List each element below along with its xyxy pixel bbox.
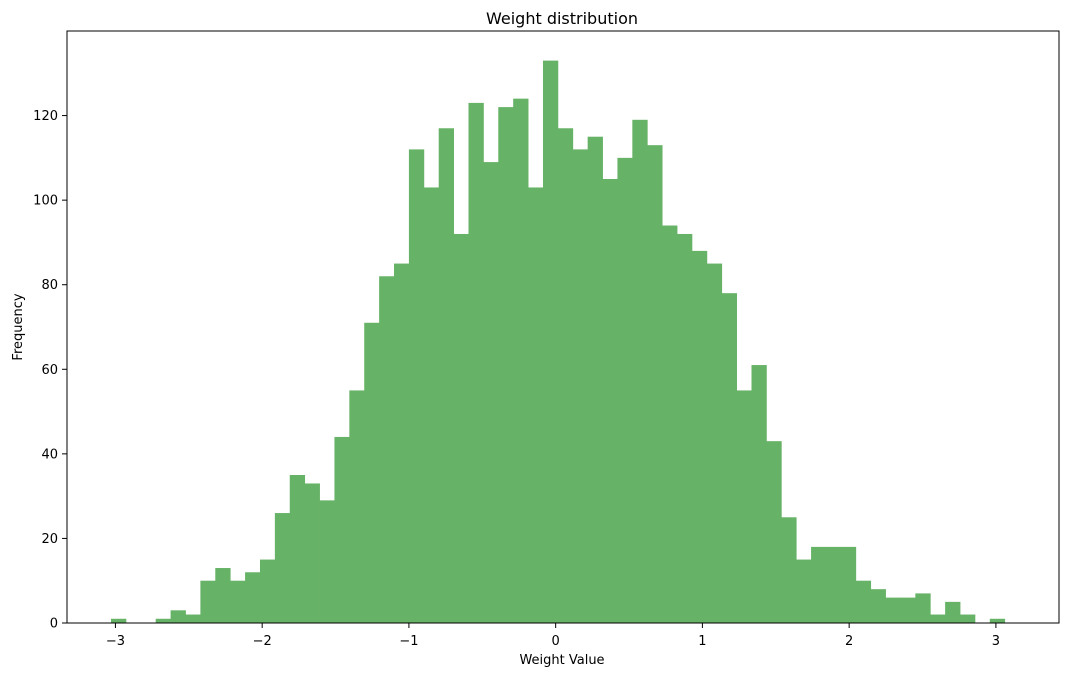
y-axis-label: Frequency <box>11 293 26 360</box>
histogram-bar <box>528 187 544 623</box>
histogram-bar <box>736 390 752 623</box>
histogram-bar <box>751 365 767 623</box>
histogram-bar <box>379 276 395 623</box>
histogram-bar <box>825 546 842 623</box>
histogram-bar <box>811 546 827 623</box>
histogram-bar <box>587 136 603 623</box>
histogram-bar <box>542 60 559 624</box>
histogram-bar <box>602 179 618 623</box>
histogram-bar <box>215 568 231 623</box>
x-tick-label: −3 <box>106 634 125 649</box>
histogram-bar <box>930 614 946 623</box>
histogram-bar <box>304 483 320 623</box>
histogram-bar <box>438 128 454 623</box>
histogram-bar <box>453 233 469 623</box>
x-tick-label: 0 <box>552 634 560 649</box>
histogram-bar <box>900 597 916 623</box>
histogram-bar <box>870 589 886 623</box>
histogram-bar <box>721 293 737 623</box>
histogram-bar <box>781 517 797 623</box>
histogram-bar <box>557 128 574 623</box>
histogram-bar <box>677 233 693 623</box>
y-axis: 0 20 40 60 80 100 120 <box>33 109 67 632</box>
histogram-bar <box>185 614 201 623</box>
histogram-bar <box>617 157 633 624</box>
histogram-bar <box>513 98 529 623</box>
histogram-bar <box>572 149 589 623</box>
histogram-bar <box>632 119 648 624</box>
histogram-bar <box>796 559 812 623</box>
histogram-bar <box>334 436 350 623</box>
chart-title: Weight distribution <box>486 9 638 28</box>
histogram-bar <box>706 263 723 623</box>
histogram-bar <box>289 475 306 623</box>
histogram-bar <box>855 580 872 623</box>
y-tick-label: 40 <box>41 447 58 462</box>
histogram-bar <box>915 593 931 623</box>
y-tick-label: 20 <box>41 532 58 547</box>
x-axis: −3 −2 −1 0 1 2 3 <box>106 623 1000 649</box>
histogram-bar <box>408 149 425 623</box>
histogram-bar <box>155 618 171 623</box>
x-tick-label: 1 <box>698 634 706 649</box>
histogram-bar <box>989 618 1006 623</box>
y-tick-label: 120 <box>33 109 58 124</box>
histogram-bar <box>468 102 484 623</box>
plot-frame <box>66 30 1060 624</box>
histogram-bar <box>498 107 514 624</box>
x-tick-label: 3 <box>992 634 1000 649</box>
y-tick-label: 0 <box>50 617 58 632</box>
histogram-bar <box>230 580 246 623</box>
histogram-bar <box>364 322 380 623</box>
x-tick-label: −2 <box>253 634 272 649</box>
histogram-bar <box>647 145 663 624</box>
y-tick-label: 60 <box>41 363 58 378</box>
histogram-bar <box>885 597 901 623</box>
y-tick-label: 100 <box>33 194 58 209</box>
histogram-bar <box>349 390 365 623</box>
histogram-bar <box>423 187 440 623</box>
histogram-bar <box>170 610 186 623</box>
histogram-bar <box>274 513 291 623</box>
histogram-bar <box>245 572 261 623</box>
histogram-bar <box>840 546 857 623</box>
histogram-bar <box>945 601 961 623</box>
y-tick-label: 80 <box>41 278 58 293</box>
histogram-bar <box>662 225 678 623</box>
histogram-bar <box>960 614 976 623</box>
bars-layer <box>111 60 1006 624</box>
histogram-bar <box>111 618 127 623</box>
histogram-bar <box>200 580 216 623</box>
histogram-bar <box>766 441 782 623</box>
histogram-bar <box>483 162 499 623</box>
histogram-bar <box>259 559 276 623</box>
histogram-bar <box>319 500 335 623</box>
histogram-bar <box>394 263 410 623</box>
histogram-bar <box>691 250 708 623</box>
x-tick-label: 2 <box>845 634 853 649</box>
x-tick-label: −1 <box>399 634 418 649</box>
x-axis-label: Weight Value <box>519 653 604 668</box>
